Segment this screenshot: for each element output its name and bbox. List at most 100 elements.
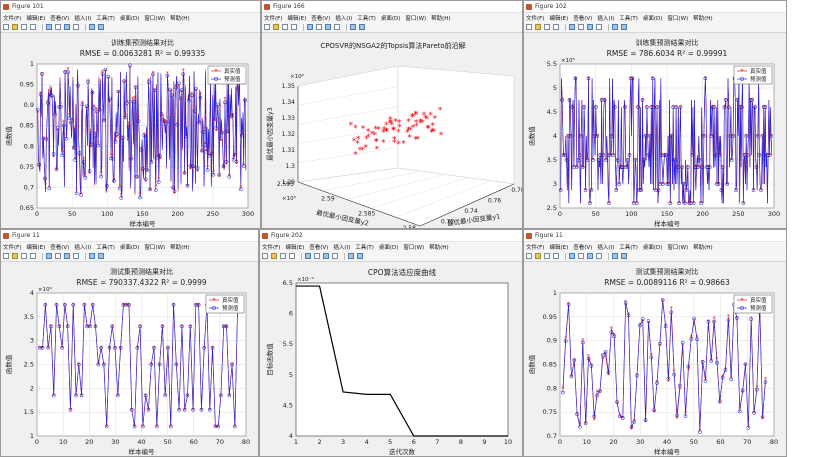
legend-icon[interactable] [98,253,104,259]
menu-item-6[interactable]: 窗口(W) [405,15,427,22]
print-icon[interactable] [30,24,36,30]
menu-item-6[interactable]: 窗口(W) [667,244,689,251]
data-cursor-icon[interactable] [64,253,70,259]
data-cursor-icon[interactable] [587,24,593,30]
menu-item-3[interactable]: 插入(I) [74,244,92,251]
open-file-icon[interactable] [12,24,18,30]
menu-item-4[interactable]: 工具(T) [619,244,638,251]
save-icon[interactable] [544,24,550,30]
zoom-icon[interactable] [305,253,311,259]
open-file-icon[interactable] [535,253,541,259]
rotate-icon[interactable] [55,253,61,259]
menu-item-5[interactable]: 桌面(D) [119,244,140,251]
menu-item-4[interactable]: 工具(T) [357,15,376,22]
window-titlebar[interactable]: Figure 102 [524,1,786,13]
menu-item-3[interactable]: 插入(I) [335,15,353,22]
new-figure-icon[interactable] [3,253,9,259]
brush-icon[interactable] [334,24,340,30]
menu-item-5[interactable]: 桌面(D) [642,244,663,251]
menu-item-7[interactable]: 帮助(H) [693,244,713,251]
new-figure-icon[interactable] [526,24,532,30]
colorbar-icon[interactable] [612,253,618,259]
rotate-icon[interactable] [578,253,584,259]
open-file-icon[interactable] [12,253,18,259]
menu-item-1[interactable]: 编辑(E) [549,244,569,251]
save-icon[interactable] [280,253,286,259]
menu-item-4[interactable]: 工具(T) [355,244,374,251]
menu-item-2[interactable]: 查看(V) [311,15,331,22]
menu-item-6[interactable]: 窗口(W) [667,15,689,22]
print-icon[interactable] [289,253,295,259]
colorbar-icon[interactable] [350,24,356,30]
window-titlebar[interactable]: Figure 166 [262,1,522,13]
brush-icon[interactable] [596,24,602,30]
figure-window-11-test-b[interactable]: Figure 11 文件(F) 编辑(E) 查看(V) 插入(I) 工具(T) 桌面(D)… [523,229,787,457]
menu-item-0[interactable]: 文件(F) [264,15,283,22]
menu-item-2[interactable]: 查看(V) [50,15,70,22]
legend-icon[interactable] [621,253,627,259]
menu-item-4[interactable]: 工具(T) [619,15,638,22]
menu-item-5[interactable]: 桌面(D) [380,15,401,22]
open-file-icon[interactable] [535,24,541,30]
new-figure-icon[interactable] [526,253,532,259]
menu-item-2[interactable]: 查看(V) [573,244,593,251]
menu-item-6[interactable]: 窗口(W) [403,244,425,251]
legend-icon[interactable] [357,253,363,259]
menu-item-3[interactable]: 插入(I) [597,15,615,22]
print-icon[interactable] [553,253,559,259]
save-icon[interactable] [544,253,550,259]
menu-item-0[interactable]: 文件(F) [262,244,281,251]
figure-window-101[interactable]: Figure 101 文件(F) 编辑(E) 查看(V) 插入(I) 工具(T) 桌面(D… [0,0,261,229]
menu-item-7[interactable]: 帮助(H) [170,244,190,251]
brush-icon[interactable] [332,253,338,259]
zoom-icon[interactable] [569,253,575,259]
new-figure-icon[interactable] [3,24,9,30]
brush-icon[interactable] [596,253,602,259]
legend-icon[interactable] [621,24,627,30]
colorbar-icon[interactable] [89,24,95,30]
window-titlebar[interactable]: Figure 101 [1,1,260,13]
data-cursor-icon[interactable] [325,24,331,30]
menu-item-0[interactable]: 文件(F) [3,244,22,251]
menu-item-0[interactable]: 文件(F) [3,15,22,22]
menu-item-3[interactable]: 插入(I) [597,244,615,251]
open-file-icon[interactable] [273,24,279,30]
colorbar-icon[interactable] [612,24,618,30]
brush-icon[interactable] [73,253,79,259]
print-icon[interactable] [30,253,36,259]
menu-item-0[interactable]: 文件(F) [526,244,545,251]
figure-window-102[interactable]: Figure 102 文件(F) 编辑(E) 查看(V) 插入(I) 工具(T) 桌面(D… [523,0,787,229]
figure-window-166[interactable]: Figure 166 文件(F) 编辑(E) 查看(V) 插入(I) 工具(T) 桌面(D… [261,0,523,229]
data-cursor-icon[interactable] [64,24,70,30]
print-icon[interactable] [553,24,559,30]
menu-item-1[interactable]: 编辑(E) [549,15,569,22]
zoom-icon[interactable] [46,24,52,30]
print-icon[interactable] [291,24,297,30]
colorbar-icon[interactable] [89,253,95,259]
menu-item-3[interactable]: 插入(I) [333,244,351,251]
new-figure-icon[interactable] [264,24,270,30]
zoom-icon[interactable] [569,24,575,30]
menu-item-1[interactable]: 编辑(E) [287,15,307,22]
colorbar-icon[interactable] [348,253,354,259]
menu-item-6[interactable]: 窗口(W) [144,15,166,22]
brush-icon[interactable] [73,24,79,30]
open-file-icon[interactable] [271,253,277,259]
menu-item-1[interactable]: 编辑(E) [285,244,305,251]
menu-item-4[interactable]: 工具(T) [96,244,115,251]
menu-item-7[interactable]: 帮助(H) [170,15,190,22]
save-icon[interactable] [21,253,27,259]
menu-item-7[interactable]: 帮助(H) [429,244,449,251]
menu-item-7[interactable]: 帮助(H) [431,15,451,22]
figure-window-202[interactable]: Figure 202 文件(F) 编辑(E) 查看(V) 插入(I) 工具(T) 桌面(D… [259,229,523,457]
save-icon[interactable] [282,24,288,30]
menu-item-6[interactable]: 窗口(W) [144,244,166,251]
rotate-icon[interactable] [578,24,584,30]
figure-window-11-test[interactable]: Figure 11 文件(F) 编辑(E) 查看(V) 插入(I) 工具(T) 桌面(D)… [0,229,259,457]
menu-item-5[interactable]: 桌面(D) [378,244,399,251]
zoom-icon[interactable] [307,24,313,30]
menu-item-2[interactable]: 查看(V) [50,244,70,251]
rotate-icon[interactable] [316,24,322,30]
menu-item-5[interactable]: 桌面(D) [119,15,140,22]
menu-item-7[interactable]: 帮助(H) [693,15,713,22]
